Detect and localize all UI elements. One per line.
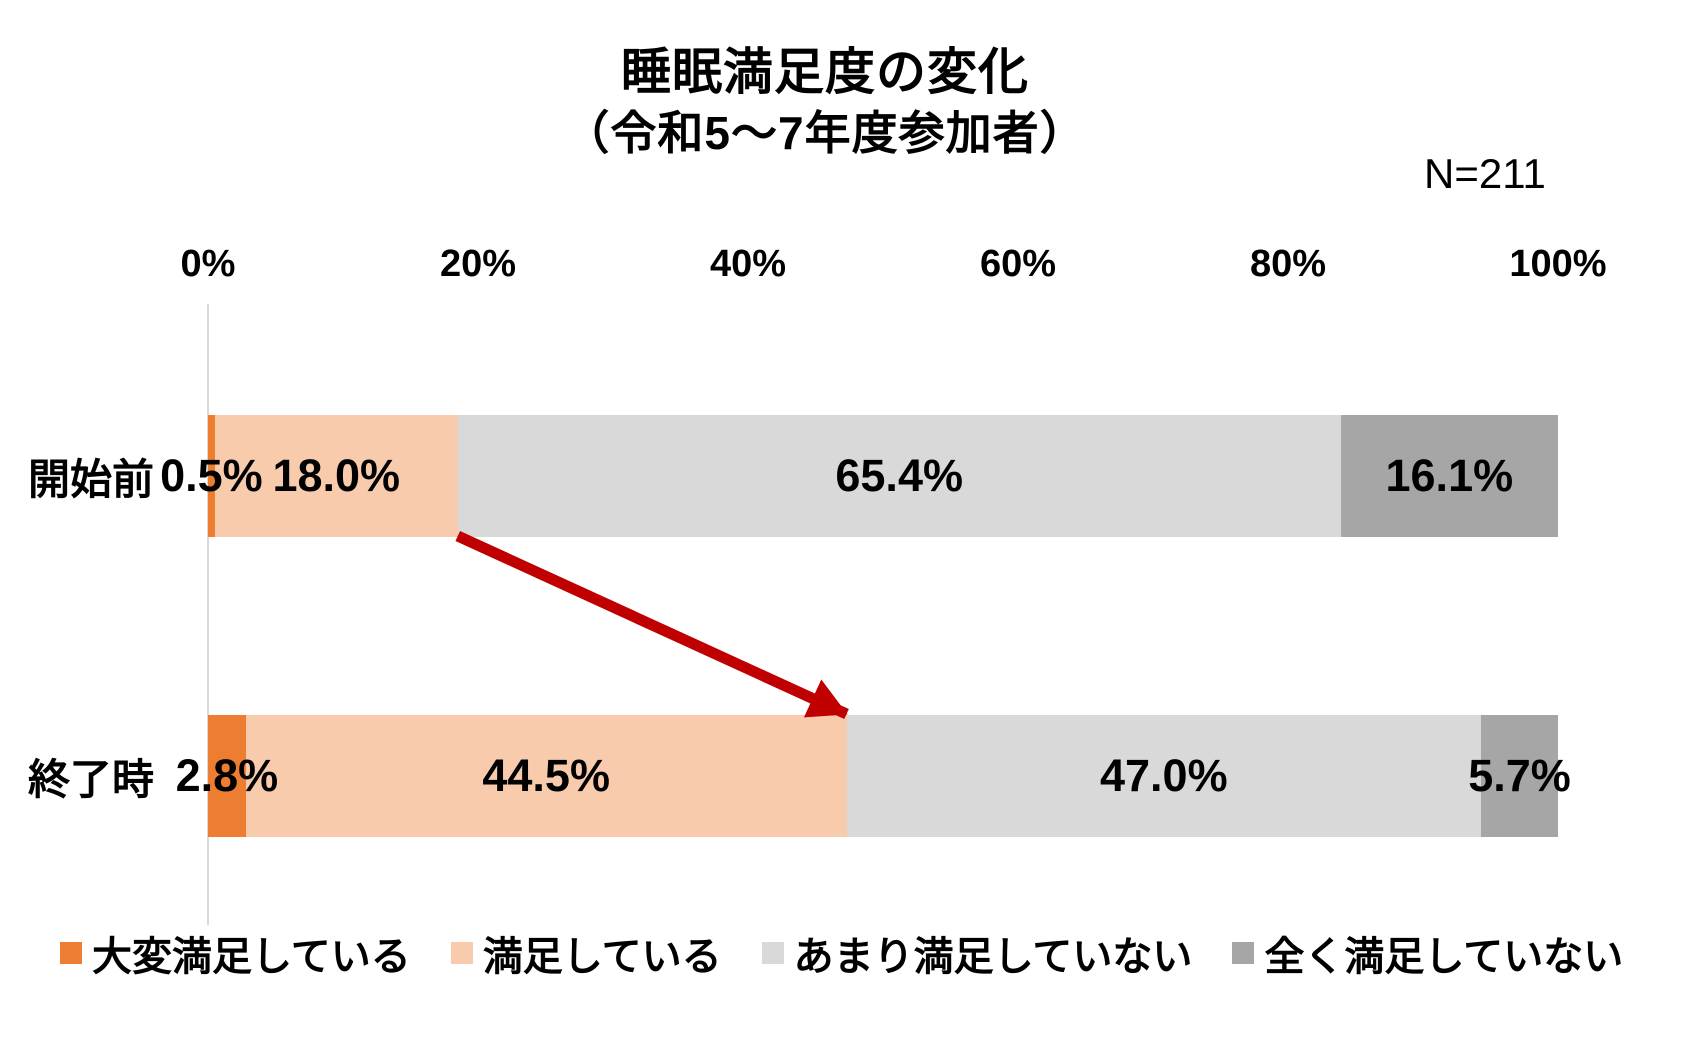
legend-swatch-icon xyxy=(60,942,82,964)
legend-label: あまり満足していない xyxy=(793,935,1193,979)
data-label: 2.8% xyxy=(175,750,279,801)
data-label: 44.5% xyxy=(482,750,610,801)
legend-label: 大変満足している xyxy=(92,935,411,979)
legend-item: あまり満足していない xyxy=(761,924,1193,982)
data-label: 5.7% xyxy=(1468,750,1571,801)
legend-swatch-icon xyxy=(1232,942,1255,964)
bar-segment xyxy=(208,715,246,837)
legend-label: 全く満足していない xyxy=(1264,935,1624,979)
legend-item: 大変満足している xyxy=(60,924,411,982)
bar-segment xyxy=(846,715,1482,837)
x-axis-tick-label: 0% xyxy=(180,243,236,285)
category-label: 終了時 xyxy=(28,755,155,803)
bar-segment xyxy=(1481,715,1558,837)
bar-segment xyxy=(214,415,458,537)
x-axis-tick-label: 20% xyxy=(439,243,517,285)
x-axis-tick-label: 40% xyxy=(709,243,787,285)
x-axis-tick-label: 100% xyxy=(1509,243,1607,285)
legend: 大変満足している 満足している あまり満足していない 全く満足していない xyxy=(60,924,1623,982)
bar-segment xyxy=(457,415,1341,537)
chart-title-line2: （令和5～7年度参加者） xyxy=(563,107,1087,159)
data-label: 65.4% xyxy=(835,450,963,501)
category-label: 開始前 xyxy=(28,455,155,503)
x-axis-tick-label: 60% xyxy=(979,243,1057,285)
data-label: 16.1% xyxy=(1385,450,1514,501)
data-label: 18.0% xyxy=(272,450,401,501)
x-axis-tick-label: 80% xyxy=(1249,243,1327,285)
data-label: 0.5% xyxy=(160,450,263,501)
chart-title: 睡眠満足度の変化 （令和5～7年度参加者） xyxy=(0,40,1650,163)
data-label: 47.0% xyxy=(1099,750,1228,801)
y-axis-line xyxy=(207,304,209,925)
legend-swatch-icon xyxy=(761,942,784,964)
bar-segment xyxy=(245,715,847,837)
legend-swatch-icon xyxy=(450,942,473,964)
sample-size-label: N=211 xyxy=(1424,150,1546,197)
legend-item: 満足している xyxy=(450,924,722,982)
legend-label: 満足している xyxy=(482,935,722,979)
bar-segment xyxy=(208,415,215,537)
legend-item: 全く満足していない xyxy=(1232,924,1623,982)
chart-title-line1: 睡眠満足度の変化 xyxy=(621,44,1029,100)
bar-segment xyxy=(1340,415,1558,537)
